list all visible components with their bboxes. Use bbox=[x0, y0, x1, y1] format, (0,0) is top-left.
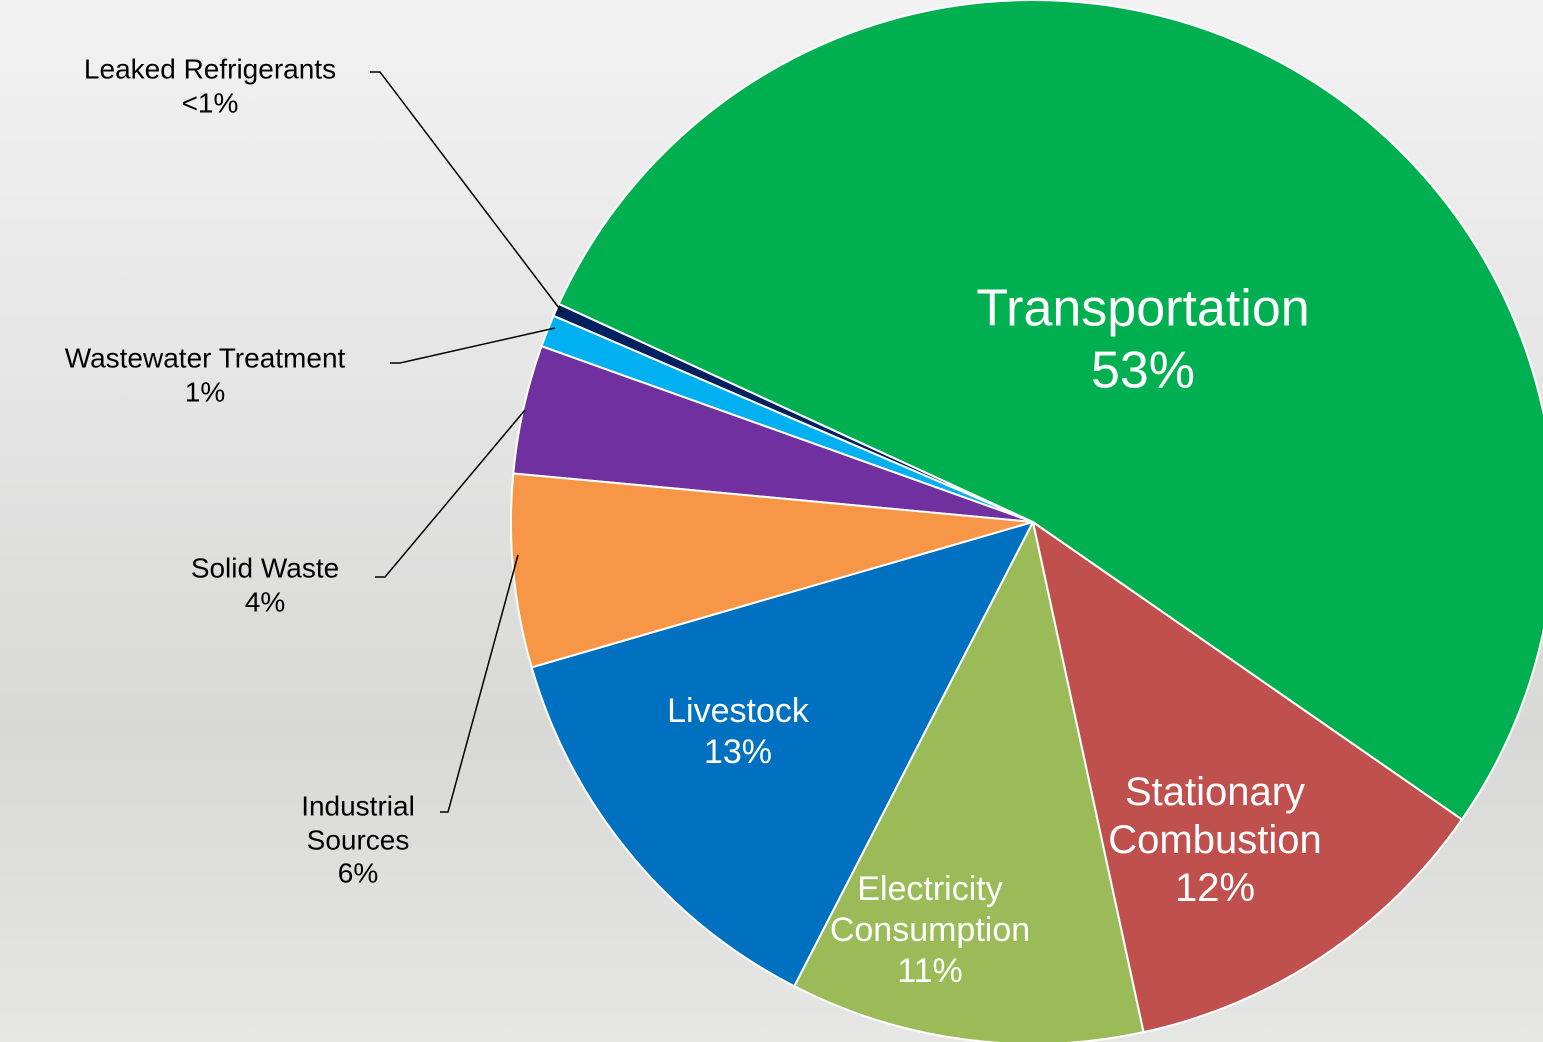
chart: Transportation53% Stationary Combustion12… bbox=[0, 0, 1543, 1042]
leader-line bbox=[375, 410, 525, 577]
category-name: Electricity Consumption bbox=[830, 870, 1030, 949]
category-name: Livestock bbox=[667, 692, 809, 730]
category-name: Leaked Refrigerants bbox=[84, 53, 336, 84]
category-name: Stationary Combustion bbox=[1108, 770, 1321, 862]
value-label: 13% bbox=[628, 732, 848, 773]
leader-line bbox=[390, 328, 555, 363]
category-name: Transportation bbox=[976, 280, 1309, 338]
category-name: Industrial Sources bbox=[301, 791, 415, 856]
value-label: 12% bbox=[1075, 864, 1355, 912]
value-label: 1% bbox=[5, 375, 405, 409]
leader-line bbox=[440, 555, 518, 812]
slice-label: Leaked Refrigerants<1% bbox=[10, 52, 410, 119]
value-label: 6% bbox=[273, 857, 443, 891]
value-label: <1% bbox=[10, 86, 410, 120]
value-label: 53% bbox=[893, 340, 1393, 402]
value-label: 11% bbox=[800, 950, 1060, 991]
category-name: Solid Waste bbox=[191, 552, 339, 583]
value-label: 4% bbox=[135, 585, 395, 619]
category-name: Wastewater Treatment bbox=[65, 342, 346, 373]
